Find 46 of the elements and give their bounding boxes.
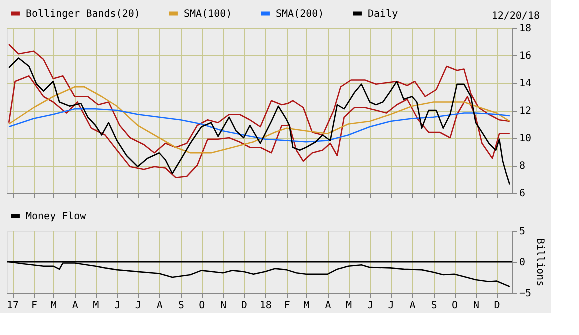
x-tick-label: F — [284, 300, 290, 312]
x-tick-label: O — [452, 300, 458, 312]
x-tick-label: J — [388, 300, 394, 312]
x-tick-label: A — [325, 300, 332, 312]
x-tick-label: A — [156, 300, 163, 312]
x-tick-label: N — [220, 300, 227, 312]
line-series — [8, 86, 511, 154]
y-tick-label: 16 — [520, 51, 532, 62]
line-series — [8, 75, 511, 179]
x-tick-label: D — [494, 300, 500, 312]
y-tick-label: 0 — [520, 258, 526, 268]
line-series — [8, 44, 511, 154]
line-series — [8, 108, 511, 143]
x-tick-label: J — [367, 300, 374, 312]
y-tick-label: 14 — [520, 78, 532, 90]
x-tick-label: S — [178, 300, 184, 312]
x-tick-label: J — [114, 300, 121, 312]
x-tick-label: M — [50, 300, 57, 312]
x-tick-label: O — [199, 300, 206, 312]
y-tick-label: 8 — [520, 161, 526, 172]
legend-label: SMA(100) — [184, 8, 232, 20]
y-tick-label: 6 — [520, 188, 526, 200]
x-tick-label: S — [431, 300, 438, 312]
x-tick-label: A — [410, 300, 416, 312]
x-tick-label: N — [473, 300, 480, 312]
x-tick-label: M — [346, 300, 352, 312]
y-tick-label: 12 — [520, 106, 532, 117]
x-tick-label: 17 — [7, 300, 20, 312]
y-axis-title: Billions — [534, 238, 546, 287]
y-tick-label: 10 — [520, 134, 532, 144]
x-tick-label: D — [241, 300, 248, 312]
y-tick-label: 18 — [520, 24, 532, 34]
legend-label: SMA(200) — [276, 8, 324, 20]
legend-label: Daily — [368, 8, 398, 20]
x-tick-label: M — [304, 300, 310, 312]
x-tick-label: F — [32, 300, 38, 312]
x-tick-label: M — [93, 300, 100, 312]
line-series — [8, 58, 511, 186]
x-tick-label: 18 — [260, 300, 272, 312]
y-tick-label: 5 — [520, 226, 526, 238]
y-tick-label: −5 — [520, 288, 532, 300]
legend-label: Money Flow — [26, 212, 88, 222]
x-tick-label: J — [135, 300, 142, 312]
x-tick-label: A — [72, 300, 78, 312]
text: 12/20/18 — [492, 11, 540, 22]
legend-label: Bollinger Bands(20) — [26, 8, 140, 20]
